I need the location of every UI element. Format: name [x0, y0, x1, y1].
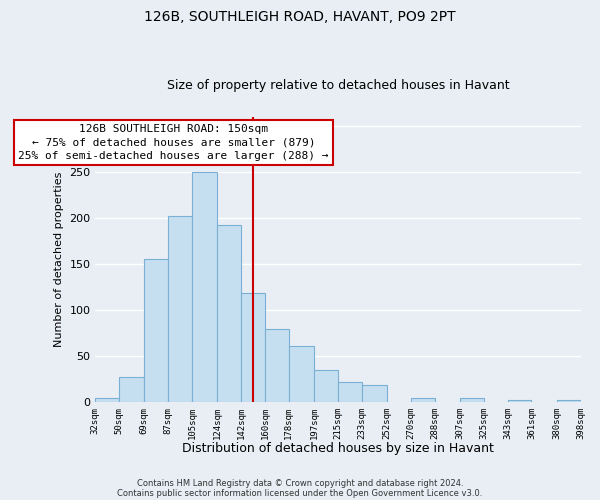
Bar — [411, 398, 434, 402]
Y-axis label: Number of detached properties: Number of detached properties — [54, 172, 64, 347]
Title: Size of property relative to detached houses in Havant: Size of property relative to detached ho… — [167, 79, 509, 92]
Bar — [145, 260, 168, 402]
Bar — [314, 370, 338, 402]
Text: 126B SOUTHLEIGH ROAD: 150sqm
← 75% of detached houses are smaller (879)
25% of s: 126B SOUTHLEIGH ROAD: 150sqm ← 75% of de… — [18, 124, 329, 160]
Bar — [168, 216, 192, 402]
Bar — [460, 398, 484, 402]
Text: 126B, SOUTHLEIGH ROAD, HAVANT, PO9 2PT: 126B, SOUTHLEIGH ROAD, HAVANT, PO9 2PT — [144, 10, 456, 24]
Bar — [265, 330, 289, 402]
Bar — [217, 226, 241, 402]
Bar — [508, 400, 532, 402]
Bar — [119, 378, 145, 402]
X-axis label: Distribution of detached houses by size in Havant: Distribution of detached houses by size … — [182, 442, 494, 455]
Bar — [192, 172, 217, 402]
Bar — [241, 292, 265, 402]
Bar — [95, 398, 119, 402]
Bar — [557, 400, 581, 402]
Bar — [362, 384, 387, 402]
Bar — [338, 382, 362, 402]
Text: Contains HM Land Registry data © Crown copyright and database right 2024.: Contains HM Land Registry data © Crown c… — [137, 478, 463, 488]
Bar — [289, 346, 314, 402]
Text: Contains public sector information licensed under the Open Government Licence v3: Contains public sector information licen… — [118, 488, 482, 498]
